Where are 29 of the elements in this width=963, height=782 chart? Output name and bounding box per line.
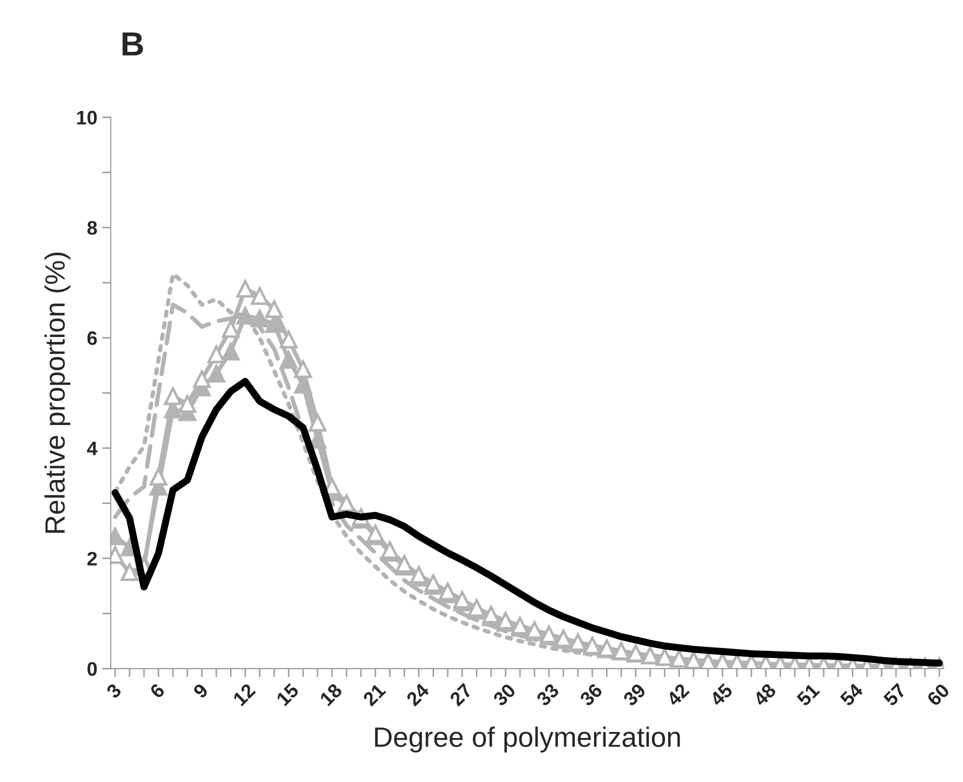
x-tick-label: 9 [192,682,209,700]
x-axis-title: Degree of polymerization [375,726,680,752]
x-tick-label: 42 [666,682,690,707]
x-tick-label: 36 [578,682,604,707]
y-tick-label: 10 [77,110,97,125]
y-tick-label: 4 [87,442,98,456]
x-tick-label: 30 [492,682,516,707]
x-tick-label: 12 [232,682,256,706]
x-tick-label: 33 [536,682,560,707]
x-tick-label: 57 [882,682,907,707]
x-tick-label: 54 [840,682,864,707]
x-tick-label: 15 [276,682,300,706]
x-tick-label: 48 [752,682,777,707]
y-tick-label: 2 [87,552,97,566]
y-tick-label: 8 [87,221,97,235]
y-tick-label: 6 [87,331,97,346]
x-tick-label: 45 [709,682,734,707]
text: B [122,32,143,56]
x-tick-label: 18 [319,682,343,706]
x-tick-label: 27 [448,682,473,707]
y-axis-title: Relative proportion (%) [44,252,70,533]
x-tick-label: 24 [406,682,430,707]
x-tick-label: 3 [106,682,122,700]
x-tick-label: 6 [149,682,166,700]
x-tick-label: 60 [926,682,950,707]
x-tick-label: 39 [622,682,647,707]
y-tick-label: 0 [88,662,97,676]
x-tick-label: 51 [796,682,820,707]
x-tick-label: 21 [362,682,386,707]
